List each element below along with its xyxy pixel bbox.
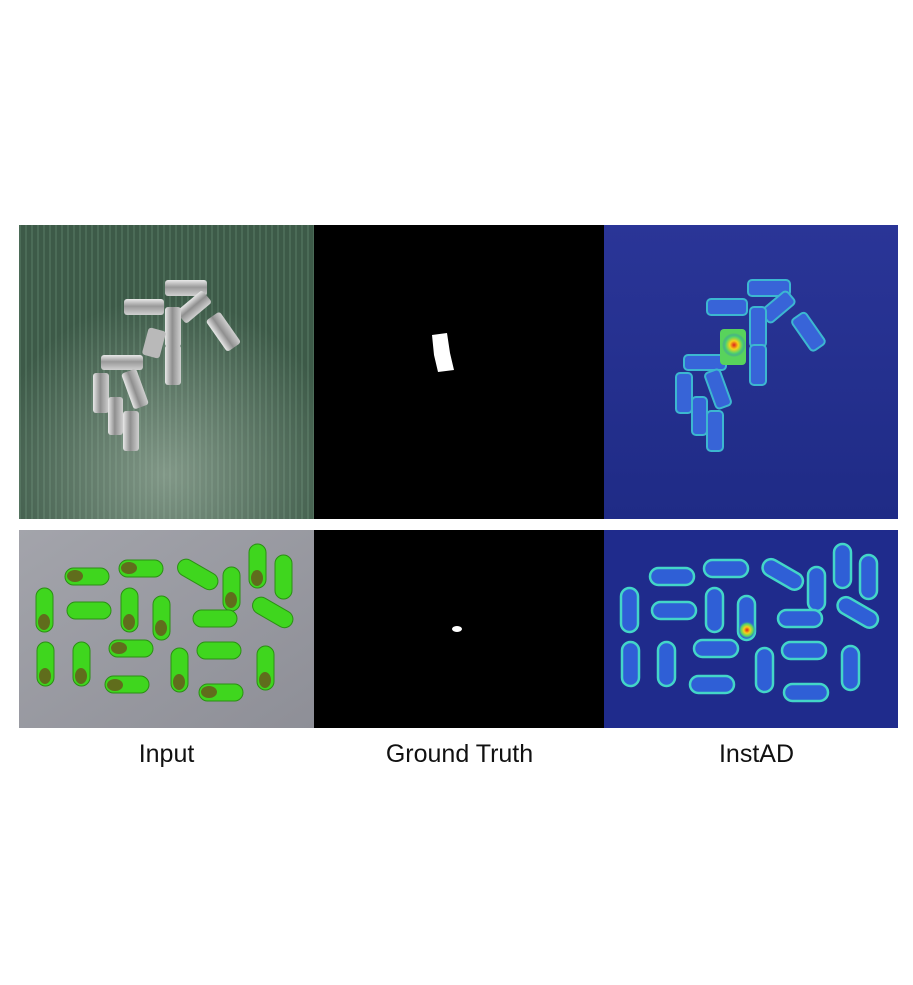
anomaly-hotspot	[722, 333, 746, 357]
input-image-tubes	[19, 225, 314, 519]
instad-heatmap-capsules	[604, 530, 898, 728]
anomaly-hotspot	[738, 621, 756, 639]
defect-region	[452, 626, 462, 632]
ground-truth-mask-capsules	[314, 530, 604, 728]
input-image-capsules	[19, 530, 314, 728]
column-label-input: Input	[138, 740, 195, 768]
instad-heatmap-tubes	[604, 225, 898, 519]
defect-region	[432, 333, 454, 372]
ground-truth-mask-tubes	[314, 225, 604, 519]
column-label-instad: InstAD	[718, 740, 795, 768]
column-label-ground-truth: Ground Truth	[385, 740, 534, 768]
